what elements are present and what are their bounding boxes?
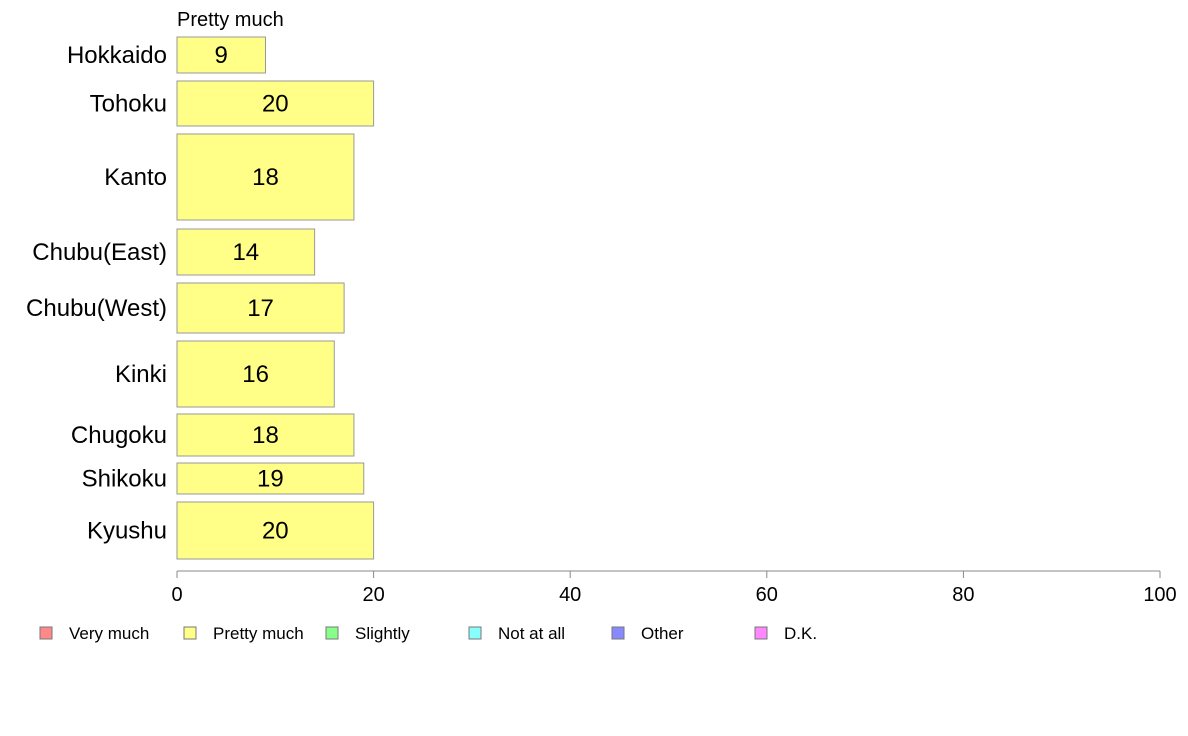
category-label: Kyushu bbox=[87, 518, 167, 545]
category-label: Kinki bbox=[115, 361, 167, 388]
bar bbox=[176, 340, 335, 408]
data-label: 20 bbox=[262, 91, 289, 118]
x-tick-label: 40 bbox=[559, 584, 581, 606]
x-tick-label: 20 bbox=[362, 584, 384, 606]
legend-swatch bbox=[754, 626, 768, 640]
bar bbox=[176, 228, 316, 276]
category-label: Tohoku bbox=[90, 91, 167, 118]
legend-swatch bbox=[39, 626, 53, 640]
x-tick-label: 100 bbox=[1143, 584, 1176, 606]
x-tick-label: 60 bbox=[756, 584, 778, 606]
x-tick-label: 0 bbox=[171, 584, 182, 606]
data-label: 19 bbox=[257, 466, 284, 493]
legend-label: D.K. bbox=[784, 624, 817, 643]
data-label: 17 bbox=[247, 295, 274, 322]
category-label: Chugoku bbox=[71, 422, 167, 449]
legend: Very much Pretty much Slightly Not at all Ot… bbox=[39, 624, 817, 643]
data-label: 18 bbox=[252, 164, 279, 191]
legend-label: Pretty much bbox=[213, 624, 304, 643]
category-label: Hokkaido bbox=[67, 42, 167, 69]
data-label: 18 bbox=[252, 422, 279, 449]
legend-label: Slightly bbox=[355, 624, 410, 643]
bar bbox=[176, 413, 355, 457]
legend-swatch bbox=[611, 626, 625, 640]
data-label: 20 bbox=[262, 518, 289, 545]
bar bbox=[176, 36, 266, 74]
legend-label: Not at all bbox=[498, 624, 565, 643]
category-label: Kanto bbox=[104, 164, 167, 191]
data-label: 16 bbox=[242, 361, 269, 388]
bar bbox=[176, 133, 355, 221]
legend-label: Other bbox=[641, 624, 684, 643]
series-title: Pretty much bbox=[177, 9, 284, 31]
x-axis: 0 20 40 60 80 100 bbox=[171, 570, 1177, 606]
data-label: 14 bbox=[232, 239, 259, 266]
category-label: Chubu(West) bbox=[26, 295, 167, 322]
legend-swatch bbox=[468, 626, 482, 640]
bar bbox=[176, 80, 375, 127]
bar bbox=[176, 282, 345, 334]
bar bbox=[176, 462, 365, 495]
legend-swatch bbox=[325, 626, 339, 640]
bars-group: Hokkaido 9 Tohoku 20 Kanto 18 Chubu(East) 14 Chu… bbox=[26, 36, 375, 560]
x-tick-label: 80 bbox=[952, 584, 974, 606]
legend-swatch bbox=[183, 626, 197, 640]
bar bbox=[176, 501, 375, 560]
category-label: Shikoku bbox=[82, 466, 167, 493]
category-label: Chubu(East) bbox=[32, 239, 167, 266]
legend-label: Very much bbox=[69, 624, 149, 643]
data-label: 9 bbox=[215, 42, 228, 69]
